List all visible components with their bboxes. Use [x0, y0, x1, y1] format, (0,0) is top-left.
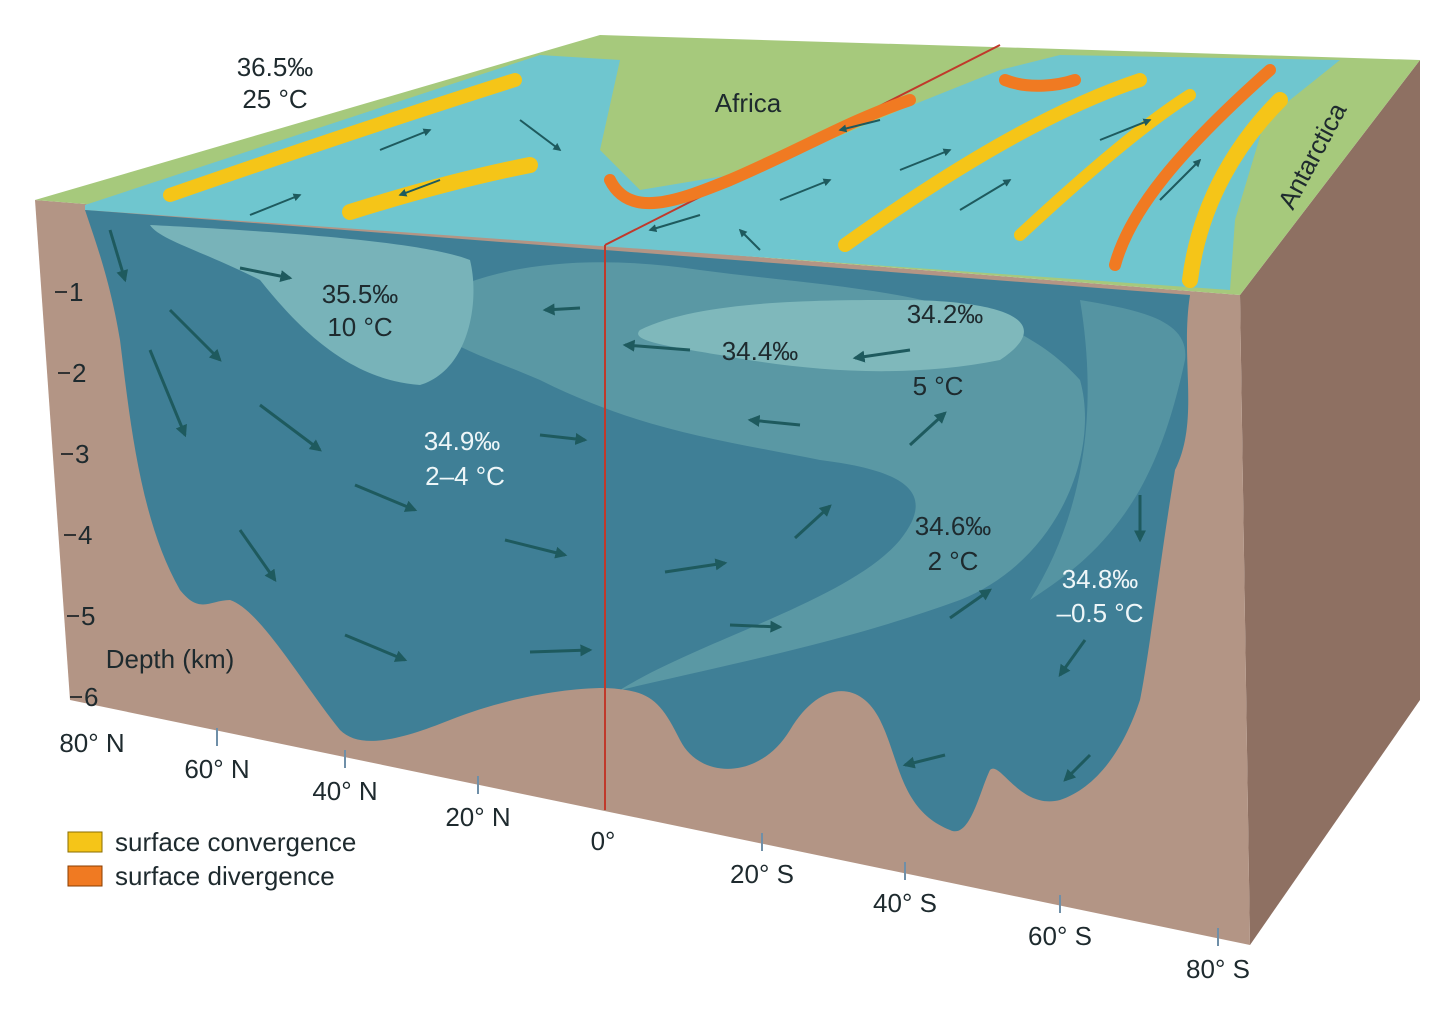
legend-swatch [67, 831, 103, 853]
side-face [1240, 60, 1420, 945]
water-salinity: 35.5‰ [322, 279, 399, 309]
water-temperature: 5 °C [913, 371, 964, 401]
water-salinity: 34.9‰ [424, 426, 501, 456]
surface-temperature: 25 °C [242, 84, 307, 114]
latitude-label: 20° N [445, 802, 510, 832]
latitude-label: 40° S [873, 888, 937, 918]
water-salinity: 34.6‰ [915, 511, 992, 541]
latitude-label: 80° S [1186, 954, 1250, 984]
antarctic-intermediate [638, 300, 1024, 372]
convergence-zone [1182, 92, 1288, 288]
latitude-label: 40° N [312, 776, 377, 806]
convergence-zone [163, 73, 522, 202]
legend-label: surface convergence [115, 827, 356, 857]
convergence-zone [342, 157, 538, 220]
water-salinity: 34.8‰ [1062, 564, 1139, 594]
water-temperature: 2–4 °C [425, 461, 505, 491]
depth-tick-label: 5 [81, 601, 95, 631]
antarctic-bottom-source [1030, 300, 1186, 600]
water-salinity: 34.2‰ [907, 299, 984, 329]
latitude-label: 60° N [184, 754, 249, 784]
water-temperature: 2 °C [928, 546, 979, 576]
depth-tick-label: 3 [75, 439, 89, 469]
water-temperature: –0.5 °C [1056, 598, 1143, 628]
latitude-label: 20° S [730, 859, 794, 889]
depth-tick-label: 4 [78, 520, 92, 550]
latitude-label: 0° [591, 826, 616, 856]
latitude-label: 60° S [1028, 921, 1092, 951]
water-temperature: 10 °C [327, 312, 392, 342]
convergence-zone [838, 73, 1147, 252]
legend-label: surface divergence [115, 861, 335, 891]
divergence-zone [1109, 64, 1276, 271]
convergence-zone [1014, 89, 1196, 241]
latitude-label: 80° N [59, 728, 124, 758]
continent-label: Africa [715, 88, 782, 118]
surface-salinity: 36.5‰ [237, 52, 314, 82]
latitude-labels: 80° N 60° N 40° N 20° N 0° 20° S 40° S 60° S 80°… [59, 728, 1250, 984]
depth-tick-label: 1 [69, 277, 83, 307]
water-salinity: 34.4‰ [722, 336, 799, 366]
depth-tick-label: 6 [84, 682, 98, 712]
deep-currents [108, 229, 1146, 782]
surface-currents [249, 118, 1202, 251]
divergence-zone [999, 74, 1081, 92]
depth-axis-label: Depth (km) [106, 644, 235, 674]
depth-axis: Depth (km) 1 2 3 4 5 6 [55, 277, 234, 712]
divergence-zone [604, 94, 916, 209]
legend-swatch [67, 865, 103, 887]
depth-tick-label: 2 [72, 358, 86, 388]
mediterranean-water [150, 225, 474, 385]
